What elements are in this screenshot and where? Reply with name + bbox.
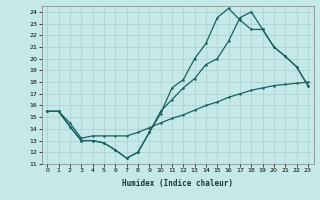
X-axis label: Humidex (Indice chaleur): Humidex (Indice chaleur) (122, 179, 233, 188)
